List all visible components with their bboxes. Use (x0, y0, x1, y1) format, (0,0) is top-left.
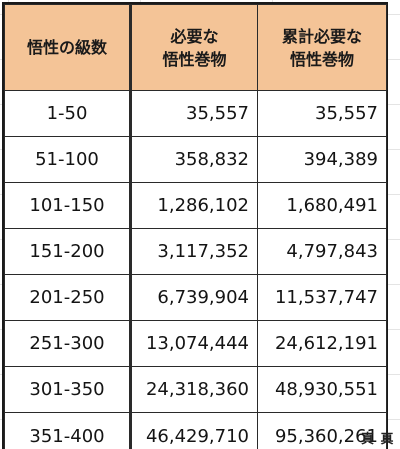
table-row: 51-100 358,832 394,389 (4, 136, 387, 183)
header-row: 悟性の級数 必要な 悟性巻物 累計必要な 悟性巻物 (4, 4, 387, 91)
table-row: 201-250 6,739,904 11,537,747 (4, 274, 387, 321)
header-cumulative-scrolls: 累計必要な 悟性巻物 (257, 4, 387, 91)
cumulative-cell: 35,557 (257, 90, 387, 137)
table-row: 151-200 3,117,352 4,797,843 (4, 228, 387, 275)
level-range-cell: 201-250 (4, 274, 132, 321)
header-cumulative-line1: 累計必要な (281, 26, 362, 46)
required-cell: 358,832 (130, 136, 258, 183)
header-level-range: 悟性の級数 (4, 4, 132, 91)
cumulative-cell: 394,389 (257, 136, 387, 183)
cumulative-cell: 95,360,261 (257, 412, 387, 449)
header-required-scrolls: 必要な 悟性巻物 (130, 4, 258, 91)
required-cell: 1,286,102 (130, 182, 258, 229)
header-required-line1: 必要な (170, 26, 219, 46)
table-row: 1-50 35,557 35,557 (4, 90, 387, 137)
level-range-cell: 151-200 (4, 228, 132, 275)
data-table: 悟性の級数 必要な 悟性巻物 累計必要な 悟性巻物 1-50 35,557 35… (4, 4, 387, 449)
required-cell: 24,318,360 (130, 366, 258, 413)
level-range-cell: 301-350 (4, 366, 132, 413)
header-level-range-label: 悟性の級数 (26, 38, 107, 57)
required-cell: 6,739,904 (130, 274, 258, 321)
cumulative-cell: 48,930,551 (257, 366, 387, 413)
required-cell: 46,429,710 (130, 412, 258, 449)
table-row: 101-150 1,286,102 1,680,491 (4, 182, 387, 229)
level-range-cell: 351-400 (4, 412, 132, 449)
required-cell: 35,557 (130, 90, 258, 137)
level-range-cell: 1-50 (4, 90, 132, 137)
scroll-requirement-table: 悟性の級数 必要な 悟性巻物 累計必要な 悟性巻物 1-50 35,557 35… (2, 2, 388, 449)
table-row: 251-300 13,074,444 24,612,191 (4, 320, 387, 367)
cumulative-cell: 24,612,191 (257, 320, 387, 367)
cumulative-cell: 11,537,747 (257, 274, 387, 321)
table-row: 301-350 24,318,360 48,930,551 (4, 366, 387, 413)
watermark-logo: 真 真 (361, 432, 395, 447)
level-range-cell: 251-300 (4, 320, 132, 367)
cumulative-cell: 4,797,843 (257, 228, 387, 275)
header-required-line2: 悟性巻物 (162, 49, 227, 69)
table-row: 351-400 46,429,710 95,360,261 (4, 412, 387, 449)
required-cell: 13,074,444 (130, 320, 258, 367)
level-range-cell: 51-100 (4, 136, 132, 183)
level-range-cell: 101-150 (4, 182, 132, 229)
header-cumulative-line2: 悟性巻物 (289, 49, 354, 69)
cumulative-cell: 1,680,491 (257, 182, 387, 229)
required-cell: 3,117,352 (130, 228, 258, 275)
